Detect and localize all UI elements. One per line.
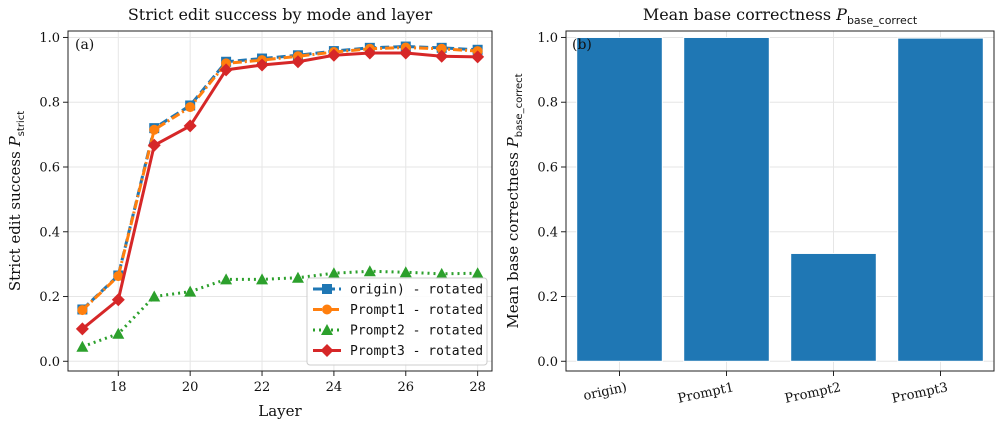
chart-a-grid <box>68 31 492 371</box>
data-point <box>113 271 124 282</box>
chart-a-frame <box>67 30 493 372</box>
chart-a-panel-label: (a) <box>75 37 94 53</box>
legend-label: Prompt1 - rotated <box>350 303 483 318</box>
x-tick-label: Prompt2 <box>784 380 843 407</box>
x-tick-label: 18 <box>110 380 127 395</box>
chart-b-panel-label: (b) <box>572 37 592 53</box>
data-point <box>184 285 197 297</box>
bar <box>576 36 663 362</box>
legend-marker <box>322 304 332 315</box>
chart-b-x-ticks: origin) Prompt1 Prompt2 Prompt3 <box>582 371 949 407</box>
data-point <box>77 305 88 316</box>
data-point <box>256 273 269 285</box>
y-tick-label: 0.8 <box>39 96 60 111</box>
legend-label: Prompt3 - rotated <box>350 344 483 359</box>
bar <box>790 252 877 362</box>
x-tick-label: 24 <box>326 380 343 395</box>
data-point <box>435 49 449 63</box>
series-line <box>81 46 478 312</box>
legend-marker <box>322 284 332 294</box>
data-point <box>291 271 304 283</box>
legend-marker <box>321 324 333 335</box>
y-tick-label: 0.0 <box>39 355 60 370</box>
data-point <box>147 138 161 152</box>
data-point <box>255 58 269 72</box>
data-point <box>363 46 377 60</box>
data-point <box>111 293 125 307</box>
legend-label: origin) - rotated <box>350 283 483 298</box>
legend-label: Prompt2 - rotated <box>350 324 483 339</box>
data-point <box>148 290 161 302</box>
data-point <box>75 322 89 336</box>
y-tick-label: 0.6 <box>537 161 558 176</box>
data-point <box>435 267 448 279</box>
data-point <box>183 119 197 133</box>
y-tick-label: 0.4 <box>537 225 558 240</box>
y-tick-label: 0.4 <box>39 225 60 240</box>
data-point <box>291 55 305 69</box>
chart-a-y-ticks: 0.0 0.2 0.4 0.6 0.8 1.0 <box>39 31 68 370</box>
data-point <box>399 266 412 278</box>
y-tick-label: 0.8 <box>537 96 558 111</box>
chart-a-legend: origin) - rotated Prompt1 - rotated Prompt… <box>306 277 488 366</box>
y-tick-label: 0.0 <box>537 355 558 370</box>
chart-b-y-axis-label: Mean base correctness Pbase_correct <box>504 73 525 328</box>
chart-a-title: Strict edit success by mode and layer <box>128 5 433 24</box>
chart-b-bars <box>576 36 984 362</box>
data-point <box>220 273 233 285</box>
y-tick-label: 1.0 <box>39 31 60 46</box>
data-point <box>399 46 413 60</box>
bar-chart-panel: Mean base correctness Pbase_correct 0.00… <box>504 5 995 407</box>
bar <box>683 36 770 362</box>
data-point <box>327 48 341 62</box>
chart-b-title: Mean base correctness Pbase_correct <box>643 5 918 27</box>
y-tick-label: 1.0 <box>537 31 558 46</box>
data-point <box>76 340 89 352</box>
series-line <box>81 45 478 311</box>
chart-b-y-ticks: 0.0 0.2 0.4 0.6 0.8 1.0 <box>537 31 566 370</box>
data-point <box>219 63 233 77</box>
chart-a-x-axis-label: Layer <box>258 402 302 420</box>
data-point <box>471 267 484 279</box>
data-point <box>471 50 485 64</box>
x-tick-label: 26 <box>397 380 414 395</box>
chart-a-y-axis-label: Strict edit success Pstrict <box>6 111 27 291</box>
data-point <box>436 43 447 54</box>
series-line <box>81 51 478 331</box>
chart-a-x-ticks: 18 20 22 24 26 28 <box>110 371 486 395</box>
x-tick-label: Prompt1 <box>677 380 736 407</box>
line-chart-panel: Strict edit success by mode and layer 18… <box>6 5 493 420</box>
x-tick-label: 28 <box>469 380 486 395</box>
y-tick-label: 0.2 <box>39 290 60 305</box>
y-tick-label: 0.2 <box>537 290 558 305</box>
legend-marker <box>320 344 334 357</box>
data-point <box>149 124 160 135</box>
x-tick-label: 22 <box>254 380 271 395</box>
data-point <box>185 102 196 113</box>
chart-a-series <box>75 41 485 352</box>
data-point <box>112 327 125 339</box>
chart-b-frame <box>565 30 995 372</box>
y-tick-label: 0.6 <box>39 161 60 176</box>
legend-box <box>306 277 488 366</box>
x-tick-label: 20 <box>182 380 199 395</box>
bar <box>897 37 984 362</box>
data-point <box>363 265 376 277</box>
x-tick-label: origin) <box>582 380 628 404</box>
data-point <box>327 267 340 279</box>
x-tick-label: Prompt3 <box>891 380 950 407</box>
